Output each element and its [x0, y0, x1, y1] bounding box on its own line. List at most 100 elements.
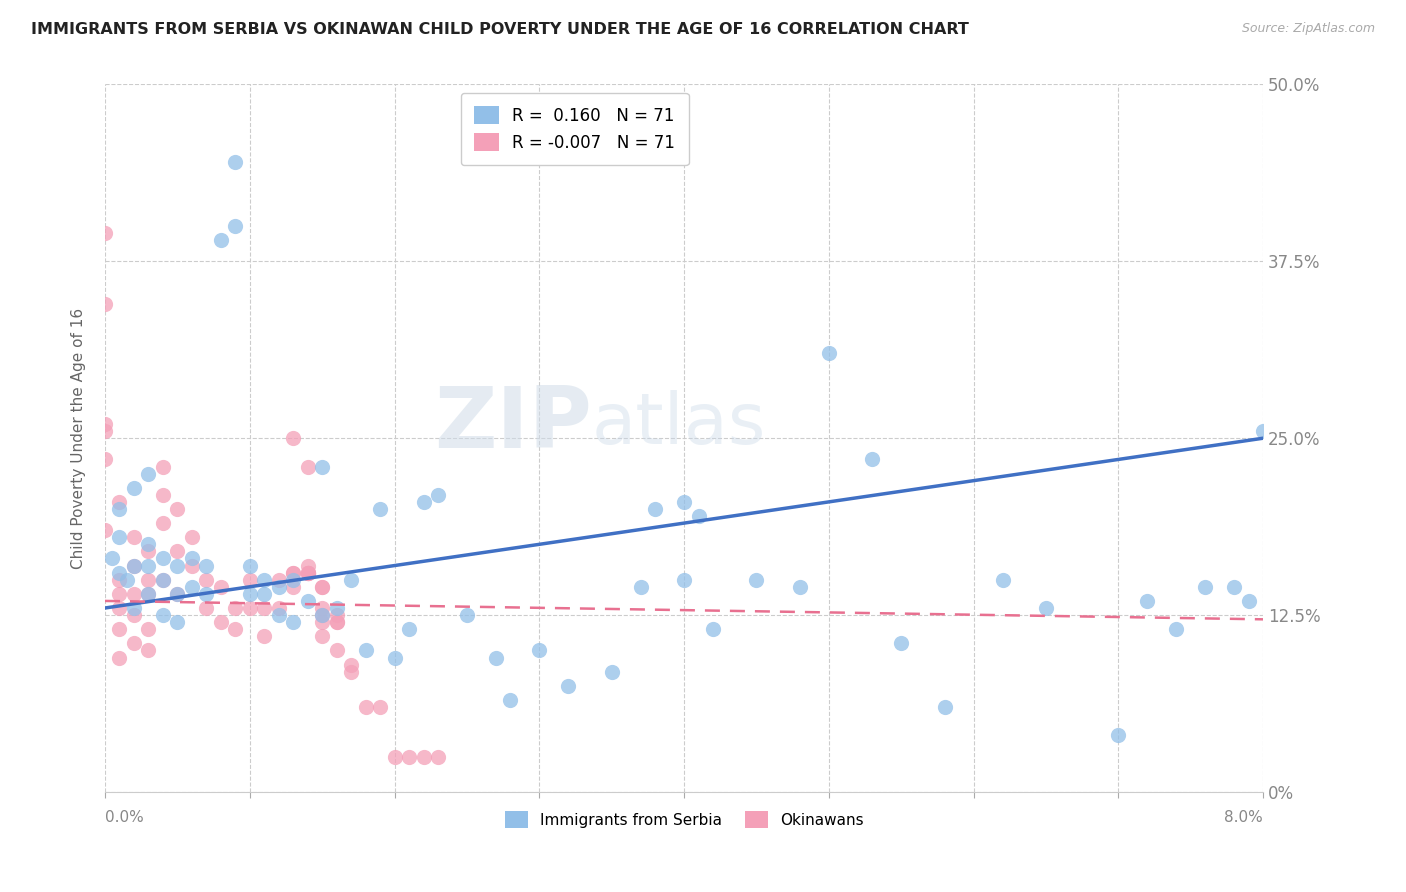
Point — [253, 629, 276, 643]
Point — [890, 636, 912, 650]
Point — [354, 700, 377, 714]
Point — [166, 587, 188, 601]
Point — [297, 459, 319, 474]
Point — [195, 558, 218, 573]
Point — [122, 587, 145, 601]
Point — [1107, 728, 1129, 742]
Point — [485, 650, 508, 665]
Point — [138, 544, 160, 558]
Point — [384, 650, 406, 665]
Point — [108, 573, 131, 587]
Point — [152, 608, 174, 623]
Point — [789, 580, 811, 594]
Point — [209, 580, 232, 594]
Point — [122, 636, 145, 650]
Point — [673, 573, 696, 587]
Point — [1251, 424, 1274, 438]
Point — [166, 502, 188, 516]
Point — [311, 629, 333, 643]
Point — [224, 622, 246, 636]
Point — [253, 601, 276, 615]
Point — [934, 700, 956, 714]
Point — [311, 615, 333, 629]
Point — [818, 346, 841, 360]
Point — [297, 566, 319, 580]
Point — [152, 551, 174, 566]
Point — [297, 558, 319, 573]
Point — [427, 488, 450, 502]
Point — [267, 608, 290, 623]
Point — [702, 622, 724, 636]
Point — [283, 580, 305, 594]
Point — [152, 573, 174, 587]
Point — [311, 580, 333, 594]
Point — [311, 601, 333, 615]
Point — [267, 601, 290, 615]
Point — [253, 573, 276, 587]
Point — [108, 530, 131, 544]
Point — [115, 573, 138, 587]
Point — [283, 615, 305, 629]
Point — [195, 573, 218, 587]
Point — [297, 594, 319, 608]
Point — [94, 424, 117, 438]
Point — [267, 580, 290, 594]
Point — [239, 573, 262, 587]
Point — [94, 452, 117, 467]
Point — [297, 566, 319, 580]
Point — [1166, 622, 1188, 636]
Point — [108, 650, 131, 665]
Point — [860, 452, 883, 467]
Point — [283, 566, 305, 580]
Point — [311, 459, 333, 474]
Point — [101, 551, 124, 566]
Point — [340, 573, 363, 587]
Point — [354, 643, 377, 657]
Point — [224, 219, 246, 233]
Point — [398, 622, 420, 636]
Point — [412, 495, 434, 509]
Point — [195, 601, 218, 615]
Point — [283, 431, 305, 445]
Point — [138, 558, 160, 573]
Point — [122, 601, 145, 615]
Point — [1035, 601, 1057, 615]
Point — [224, 601, 246, 615]
Y-axis label: Child Poverty Under the Age of 16: Child Poverty Under the Age of 16 — [72, 308, 86, 569]
Point — [180, 551, 202, 566]
Point — [94, 417, 117, 431]
Point — [325, 643, 347, 657]
Point — [122, 481, 145, 495]
Point — [1223, 580, 1246, 594]
Point — [283, 573, 305, 587]
Point — [311, 608, 333, 623]
Point — [1136, 594, 1159, 608]
Point — [340, 665, 363, 679]
Point — [325, 615, 347, 629]
Point — [297, 566, 319, 580]
Text: 0.0%: 0.0% — [105, 810, 143, 824]
Point — [1237, 594, 1260, 608]
Point — [94, 297, 117, 311]
Point — [138, 467, 160, 481]
Point — [108, 495, 131, 509]
Point — [138, 537, 160, 551]
Point — [122, 608, 145, 623]
Point — [673, 495, 696, 509]
Point — [398, 749, 420, 764]
Point — [166, 544, 188, 558]
Point — [745, 573, 768, 587]
Point — [499, 693, 522, 707]
Point — [166, 587, 188, 601]
Point — [1194, 580, 1216, 594]
Point — [209, 233, 232, 247]
Point — [108, 502, 131, 516]
Point — [239, 558, 262, 573]
Point — [311, 580, 333, 594]
Point — [600, 665, 623, 679]
Text: ZIP: ZIP — [433, 383, 592, 466]
Point — [108, 587, 131, 601]
Point — [412, 749, 434, 764]
Legend: Immigrants from Serbia, Okinawans: Immigrants from Serbia, Okinawans — [499, 805, 870, 834]
Point — [239, 587, 262, 601]
